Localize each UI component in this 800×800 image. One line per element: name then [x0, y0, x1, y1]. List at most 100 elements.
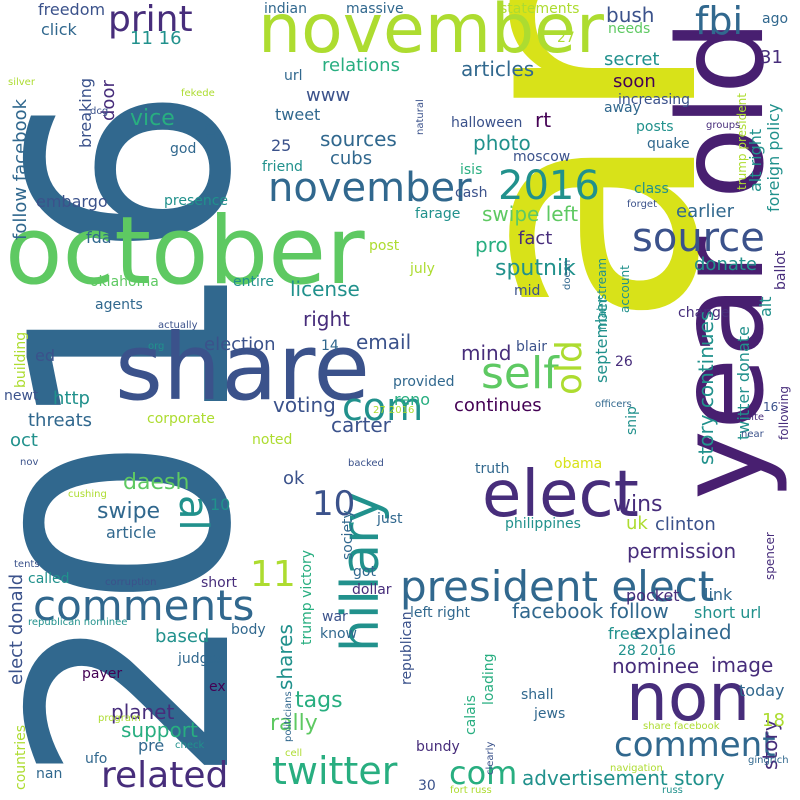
word-bundy: bundy: [416, 739, 460, 755]
word-18: 18: [762, 710, 785, 731]
word-fact: fact: [518, 228, 553, 249]
word-backed: backed: [348, 458, 384, 469]
word-threats: threats: [28, 410, 93, 431]
word-30: 30: [418, 778, 436, 794]
word-elect-donald: elect donald: [6, 573, 27, 685]
word-account: account: [618, 265, 632, 313]
word-planet: planet: [111, 700, 175, 724]
word-voting: voting: [273, 393, 336, 417]
word-fbi: fbi: [695, 0, 744, 43]
word-philippines: philippines: [505, 516, 581, 532]
word-natural: natural: [415, 99, 426, 135]
word-left-right: left right: [410, 605, 471, 621]
word-corporate: corporate: [147, 411, 215, 427]
word-donate: donate: [694, 254, 758, 275]
word-nan: nan: [36, 766, 63, 782]
word-corruption: corruption: [105, 577, 157, 588]
word-actually: actually: [158, 320, 198, 331]
word-cubs: cubs: [330, 148, 373, 169]
word-isis: isis: [460, 162, 483, 178]
word-moscow: moscow: [513, 149, 571, 165]
word-posts: posts: [636, 119, 674, 135]
word-share-facebook: share facebook: [643, 721, 720, 732]
word-al: al: [170, 495, 216, 531]
word-called: called: [28, 571, 70, 587]
word-provided: provided: [393, 374, 455, 390]
word-27: 27: [557, 30, 575, 46]
word-november: november: [258, 0, 604, 69]
word-short-url: short url: [694, 603, 762, 622]
word-vice: vice: [130, 106, 175, 131]
word-10: 10: [312, 484, 356, 524]
word-daesh: daesh: [123, 470, 190, 495]
word-payer: payer: [82, 666, 123, 682]
word-increasing: increasing: [618, 92, 691, 108]
word-swipe-left: swipe left: [482, 202, 579, 226]
word-comment: comment: [614, 725, 776, 765]
word-image: image: [711, 653, 774, 677]
word-31: 31: [760, 47, 783, 68]
word-soon: soon: [613, 71, 656, 92]
word-following: following: [777, 386, 791, 440]
word-fekede: fekede: [181, 88, 215, 99]
word-right: right: [303, 307, 350, 331]
word-navigation: navigation: [610, 763, 663, 774]
word-advertisement-story: advertisement story: [522, 766, 725, 790]
word-article: article: [106, 523, 157, 542]
word-16: 16: [763, 400, 779, 414]
word-11-16: 11 16: [130, 28, 182, 49]
word-away: away: [604, 100, 641, 116]
word-blair: blair: [516, 339, 548, 355]
word-follow-facebook: follow facebook: [10, 98, 31, 240]
word-truth: truth: [475, 461, 510, 477]
word-earlier: earlier: [676, 201, 734, 222]
word-november-2: november: [268, 165, 472, 211]
word-alt: alt: [756, 296, 775, 317]
word-body: body: [231, 622, 266, 638]
word-license: license: [290, 277, 360, 301]
word-friend: friend: [262, 159, 303, 175]
word-tags: tags: [295, 688, 343, 713]
word-old: old: [549, 340, 590, 395]
word-clinton: clinton: [655, 514, 716, 535]
word-quake: quake: [647, 136, 690, 152]
word-indian: indian: [264, 1, 307, 17]
word-tents: tents: [14, 559, 40, 570]
word-26: 26: [615, 354, 633, 370]
word-com-2: com: [449, 754, 518, 792]
word-god: god: [170, 141, 197, 157]
word-trump-president: trump president: [735, 93, 749, 190]
word-republican-nominee: republican nominee: [28, 617, 128, 628]
word-president-elect: president elect: [400, 562, 715, 611]
word-carter: carter: [331, 413, 391, 437]
word-org: org: [148, 341, 165, 352]
word-cell: cell: [285, 748, 303, 759]
word-comments: comments: [33, 581, 255, 630]
word-secret: secret: [604, 49, 660, 70]
word-nominee: nominee: [612, 654, 700, 678]
word-bush: bush: [606, 3, 655, 27]
word-short: short: [201, 575, 237, 591]
word-fda: fda: [86, 228, 112, 247]
word-loading: loading: [481, 653, 497, 705]
word-source: source: [632, 215, 765, 261]
word-free: free: [608, 624, 640, 643]
word-post: post: [369, 238, 400, 254]
word-14: 14: [321, 338, 339, 354]
word-trump-victory: trump victory: [299, 549, 315, 645]
word-relations: relations: [322, 55, 400, 76]
word-judges: judges: [178, 651, 225, 667]
word-facebook-follow: facebook follow: [512, 599, 669, 623]
word-ballot: ballot: [773, 250, 789, 290]
word-ago: ago: [762, 11, 789, 27]
word-alt-right: alt right: [746, 128, 765, 192]
word-officers: officers: [595, 399, 632, 410]
word-rt: rt: [535, 108, 552, 132]
word-shares: shares: [273, 624, 297, 690]
word-ex: ex: [209, 679, 226, 695]
word-change: change: [678, 305, 730, 321]
word-ok: ok: [283, 468, 305, 489]
word-11: 11: [250, 554, 296, 595]
word-october: october: [5, 197, 365, 306]
word-www: www: [306, 85, 351, 106]
